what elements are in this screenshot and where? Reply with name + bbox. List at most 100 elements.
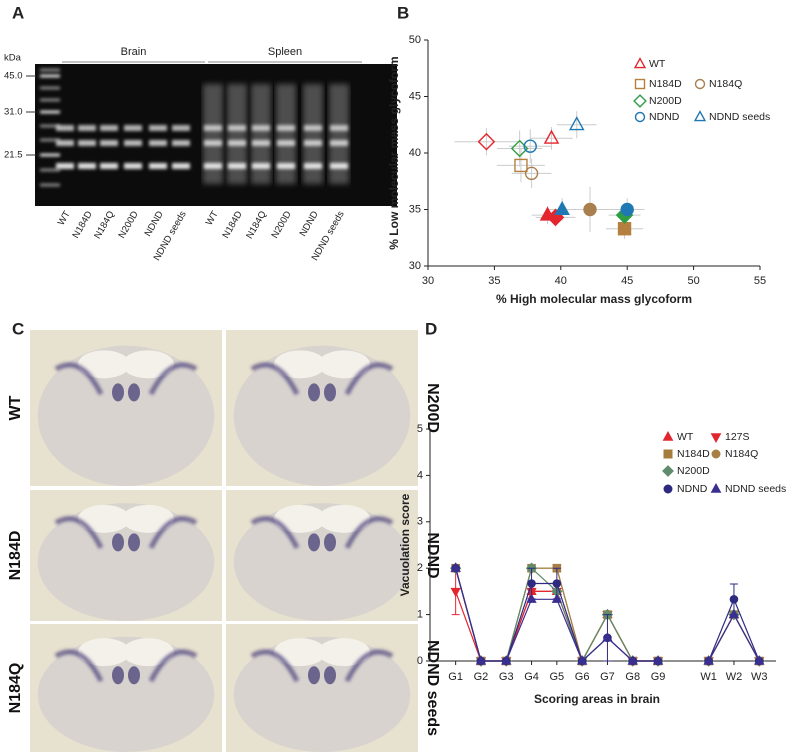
x-tick-label: 40 [555, 275, 567, 287]
point [754, 655, 765, 665]
legend-label: N184Q [725, 448, 758, 460]
point [728, 608, 740, 619]
point [543, 129, 560, 144]
x-tick-label: G3 [499, 671, 514, 683]
lane-label: N200D [269, 209, 293, 240]
ventricle [122, 350, 174, 379]
gel-band [100, 140, 118, 146]
lane-smear [251, 84, 271, 184]
stain [148, 649, 198, 683]
gel-band [277, 125, 295, 131]
gel-band [304, 125, 322, 131]
legend-label: 127S [725, 431, 750, 443]
ventricle [274, 638, 326, 667]
legend-marker [663, 449, 673, 459]
legend-marker [662, 430, 674, 441]
y-tick-label: 35 [409, 203, 421, 215]
legend-label: N200D [677, 465, 710, 477]
stain [54, 362, 104, 396]
gel-band [252, 140, 270, 146]
section-label: N184Q [7, 663, 24, 714]
legend-label: N184D [677, 448, 710, 460]
lane-smear [303, 84, 323, 184]
gel-band [100, 163, 118, 169]
ladder-band [40, 110, 60, 114]
section-label: WT [7, 395, 24, 420]
section-tissue [233, 345, 411, 486]
panel-label: D [425, 319, 437, 338]
ladder-band [40, 138, 60, 142]
gel-band [56, 140, 74, 146]
x-tick-label: G6 [575, 671, 590, 683]
gel-band [172, 163, 190, 169]
gel-band [172, 125, 190, 131]
y-axis-title: % Low molecular mass glycoform [387, 56, 401, 249]
gel-band [149, 163, 167, 169]
point [583, 202, 597, 217]
legend-marker [710, 433, 722, 444]
gel-band [56, 163, 74, 169]
gel-band [330, 163, 348, 169]
stain [324, 383, 336, 402]
ladder-band [40, 74, 60, 78]
unit-label: kDa [4, 53, 22, 64]
point [617, 222, 632, 236]
gel-band [228, 163, 246, 169]
panel-label: B [397, 3, 409, 22]
legend-label: NDND [649, 111, 680, 123]
lane-smear [329, 84, 349, 184]
x-tick-label: G5 [550, 671, 565, 683]
ventricle [318, 350, 370, 379]
y-tick-label: 4 [417, 469, 423, 481]
gel-band [124, 163, 142, 169]
group-label: Spleen [268, 46, 302, 58]
stain [250, 516, 300, 549]
x-tick-label: G1 [448, 671, 463, 683]
stain [112, 666, 124, 685]
y-tick-label: 30 [409, 260, 421, 272]
lane-label: N200D [116, 209, 140, 240]
legend-marker [694, 78, 706, 90]
section-label: NDND [424, 532, 441, 578]
gel-band [124, 140, 142, 146]
point [450, 562, 461, 572]
ladder-band [40, 124, 60, 128]
gel-band [330, 140, 348, 146]
point [652, 655, 664, 665]
lane-label: N184Q [92, 209, 117, 241]
marker-label: 21.5 [4, 150, 23, 161]
point [552, 579, 562, 588]
x-tick-label: 30 [422, 275, 434, 287]
stain [128, 383, 140, 402]
stain [324, 533, 336, 552]
stain [250, 362, 300, 396]
legend-marker [634, 111, 646, 123]
legend-label: WT [677, 431, 694, 443]
gel-band [204, 125, 222, 131]
stain [148, 362, 198, 396]
x-tick-label: G8 [625, 671, 640, 683]
point [501, 655, 512, 665]
ladder-band [40, 168, 60, 172]
y-tick-label: 0 [417, 655, 423, 667]
lane-smear [276, 84, 296, 184]
legend-marker [634, 78, 646, 90]
stain [308, 666, 320, 685]
point [527, 579, 536, 588]
stain [128, 533, 140, 552]
ventricle [274, 350, 326, 379]
point [477, 132, 496, 151]
section-label: N200D [424, 383, 441, 433]
gel-band [78, 125, 96, 131]
ventricle [274, 504, 326, 533]
x-tick-label: W2 [726, 671, 743, 683]
gel-band [56, 125, 74, 131]
stain [250, 649, 300, 683]
x-tick-label: G2 [474, 671, 489, 683]
gel-band [228, 125, 246, 131]
point [729, 594, 739, 604]
y-tick-label: 45 [409, 90, 421, 102]
gel-band [124, 125, 142, 131]
lane-label: WT [56, 209, 73, 227]
